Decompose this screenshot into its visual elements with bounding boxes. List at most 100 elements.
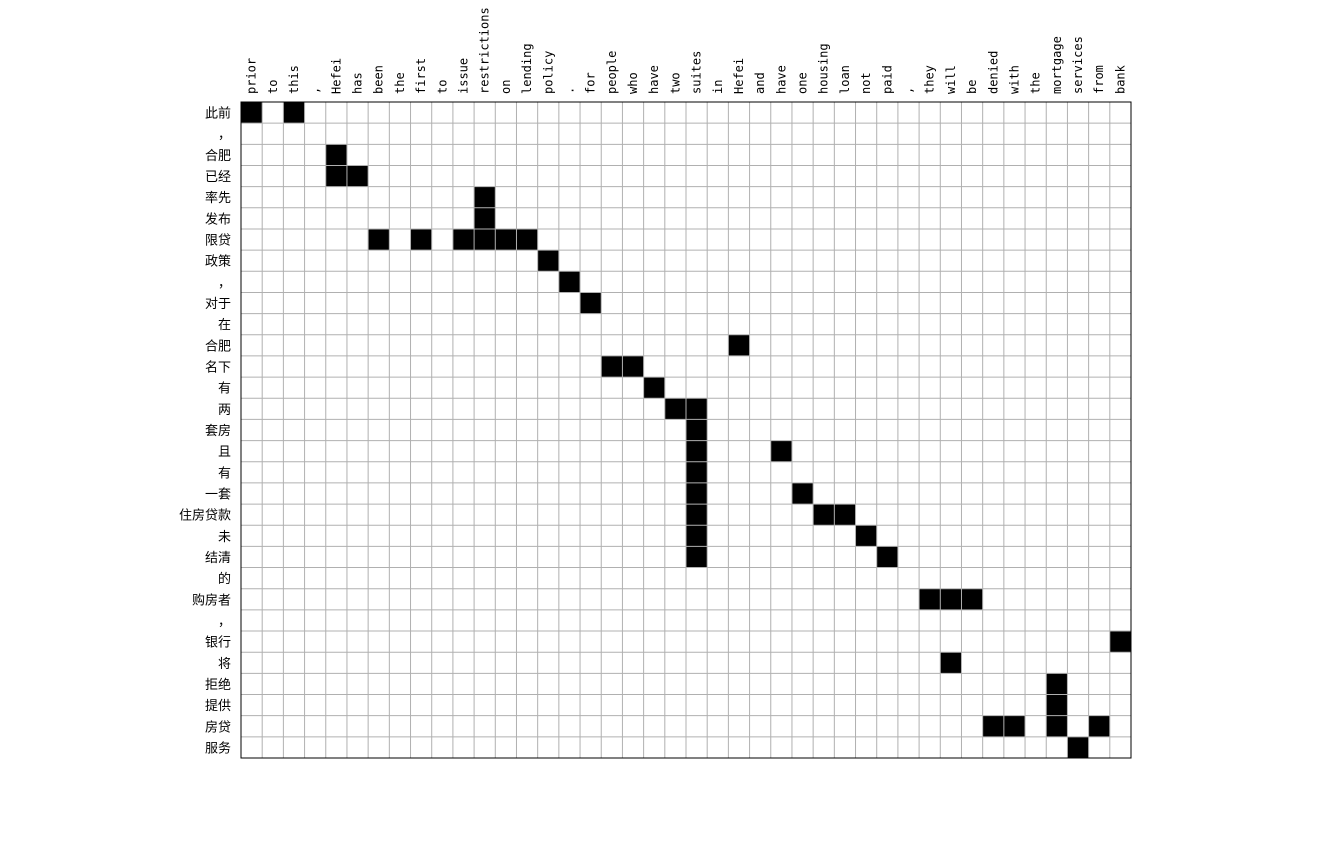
y-tick-label: 银行 [205,636,231,651]
x-tick-label: have [647,65,661,94]
alignment-cell [686,482,708,505]
plot-frame [240,101,1132,759]
x-tick-label: will [944,65,958,94]
alignment-cell [1003,715,1026,737]
y-tick-label: ， [218,128,231,143]
alignment-cell [474,228,496,251]
alignment-cell [664,398,686,420]
alignment-cell [813,504,835,526]
alignment-cell [686,504,708,526]
alignment-cell [474,207,496,229]
x-tick-label: services [1071,36,1085,94]
alignment-cell [516,228,538,251]
heatmap-grid [241,102,1131,758]
alignment-cell [940,588,962,610]
y-tick-label: 名下 [205,360,231,376]
x-tick-label: Hefei [329,58,343,94]
alignment-cell [1046,694,1068,716]
x-tick-label: on [499,80,513,94]
y-tick-label: ， [218,276,231,291]
y-tick-label: 一套 [205,486,231,502]
x-tick-label: two [668,72,682,94]
y-tick-label: 合肥 [205,149,231,164]
x-tick-label: loan [838,65,852,94]
x-tick-label: from [1092,65,1106,94]
y-tick-label: 在 [218,318,231,333]
alignment-cell [919,588,941,610]
x-tick-label: . [562,87,576,94]
x-tick-label: , [308,87,322,94]
alignment-cell [325,165,347,187]
y-tick-label: 的 [218,571,231,587]
y-tick-label: 且 [218,445,231,460]
y-tick-label: 合肥 [205,339,231,354]
alignment-cell [368,228,390,251]
x-tick-label: this [287,65,301,94]
y-tick-label: 有 [218,466,231,481]
y-tick-label: 住房贷款 [179,508,231,524]
alignment-cell [643,377,665,399]
alignment-cell [686,440,708,462]
x-tick-label: the [1029,72,1043,94]
alignment-cell [855,525,877,547]
alignment-cell [940,652,962,674]
alignment-cell [686,546,708,568]
x-tick-label: one [796,72,810,94]
heatmap-cells [241,102,1131,758]
x-tick-label: Hefei [732,58,746,94]
alignment-cell [474,186,496,208]
alignment-cell [537,250,559,272]
x-tick-label: prior [245,58,259,94]
alignment-cell [558,271,581,293]
y-tick-label: 政策 [205,254,231,270]
y-tick-label: 发布 [205,211,231,227]
alignment-cell [346,165,369,187]
x-tick-label: in [711,80,725,94]
x-tick-label: bank [1113,64,1127,94]
x-tick-label: the [393,72,407,94]
alignment-cell [982,715,1004,737]
alignment-cell [580,292,602,314]
alignment-cell [241,102,263,124]
x-tick-label: not [859,72,873,94]
x-tick-label: , [902,87,916,94]
x-tick-label: been [372,65,386,94]
alignment-cell [495,228,517,251]
y-tick-label: 服务 [205,740,231,756]
y-tick-label: 购房者 [192,592,231,608]
y-tick-labels: 此前，合肥已经率先发布限贷政策，对于在合肥名下有两套房且有一套住房贷款未结清的购… [179,106,231,757]
alignment-cell [283,102,305,124]
y-tick-label: 拒绝 [205,677,231,693]
y-tick-label: 未 [218,530,231,545]
y-tick-label: 限贷 [205,234,231,249]
alignment-cell [686,461,708,483]
x-tick-label: people [605,51,619,94]
y-tick-label: 将 [218,657,231,672]
x-tick-label: policy [541,51,555,94]
x-tick-label: and [753,72,767,94]
y-tick-label: 对于 [205,297,231,312]
alignment-cell [601,355,623,378]
alignment-cell [791,482,814,505]
alignment-cell [876,546,898,568]
alignment-cell [410,228,432,251]
x-tick-label: with [1007,65,1021,94]
y-tick-label: 有 [218,382,231,397]
alignment-cell [1088,715,1110,737]
x-tick-label: have [774,65,788,94]
y-tick-label: 率先 [205,190,231,206]
y-tick-label: 两 [218,403,231,418]
x-tick-label: restrictions [478,7,492,94]
x-tick-label: to [435,80,449,94]
x-tick-label: housing [817,43,831,94]
y-tick-label: 已经 [205,170,231,185]
alignment-cell [686,525,708,547]
y-tick-label: 房贷 [205,719,231,735]
x-tick-label: who [626,72,640,94]
alignment-cell [1046,715,1068,737]
y-tick-label: 套房 [205,423,231,439]
x-tick-label: denied [986,51,1000,94]
x-tick-label: they [923,65,937,94]
x-tick-label: be [965,80,979,94]
